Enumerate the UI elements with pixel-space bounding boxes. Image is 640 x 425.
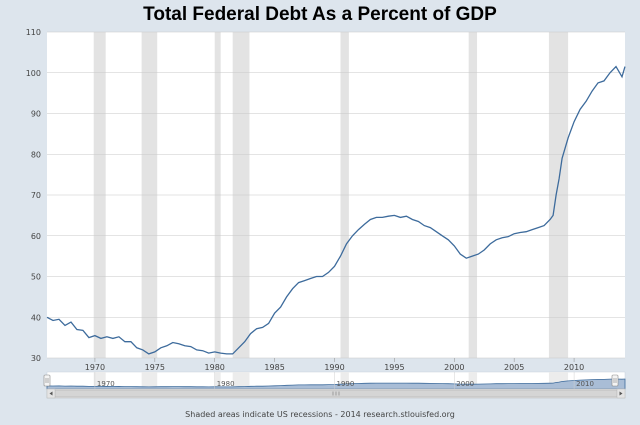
x-tick-label-1990: 1990 [324,363,344,372]
x-tick-label-1975: 1975 [145,363,165,372]
y-tick-label-90: 90 [31,110,41,119]
nav-recession-band-3 [232,372,250,389]
debt-series-line [46,65,626,355]
y-tick-label-80: 80 [31,150,41,159]
chart-title: Total Federal Debt As a Percent of GDP [143,4,497,25]
footer-note: Shaded areas indicate US recessions - 20… [185,410,455,419]
y-tick-label-50: 50 [31,273,41,282]
x-tick-label-1970: 1970 [85,363,105,372]
nav-tick-label-1970: 1970 [97,380,115,388]
y-tick-label-30: 30 [31,354,41,363]
x-tick-label-1985: 1985 [264,363,284,372]
nav-recession-band-4 [340,372,349,389]
nav-tick-label-1990: 1990 [337,380,355,388]
nav-tick-label-2010: 2010 [576,380,594,388]
navigator[interactable]: 1970 1980 1990 2000 2010 [43,371,626,390]
x-tick-label-2005: 2005 [504,363,524,372]
nav-recession-band-0 [93,372,106,389]
navigator-left-handle[interactable] [43,374,51,387]
y-tick-label-60: 60 [31,232,41,241]
x-tick-label-2000: 2000 [444,363,464,372]
x-tick-label-1980: 1980 [205,363,225,372]
nav-recession-band-2 [214,372,221,389]
navigator-right-handle[interactable] [611,374,619,387]
y-tick-label-40: 40 [31,313,41,322]
y-tick-label-110: 110 [26,28,41,37]
navigator-ticks: 1970 1980 1990 2000 2010 [94,372,594,389]
nav-recession-band-5 [468,372,478,389]
y-tick-label-100: 100 [26,69,41,78]
y-tick-label-70: 70 [31,191,41,200]
nav-recession-band-1 [141,372,158,389]
scroll-left-arrow-icon [49,391,53,396]
navigator-area [46,378,626,390]
grid-lines [47,31,625,359]
nav-tick-label-1980: 1980 [217,380,235,388]
x-tick-label-2010: 2010 [564,363,584,372]
x-tick-label-1995: 1995 [384,363,404,372]
nav-tick-label-2000: 2000 [456,380,474,388]
scrollbar[interactable] [46,388,626,399]
scroll-right-arrow-icon [619,391,623,396]
x-axis-ticks: 1970 1975 1980 1985 1990 1995 2000 2005 2010 [85,358,584,372]
y-axis-ticks: 30 40 50 60 70 80 90 100 110 [26,28,41,363]
